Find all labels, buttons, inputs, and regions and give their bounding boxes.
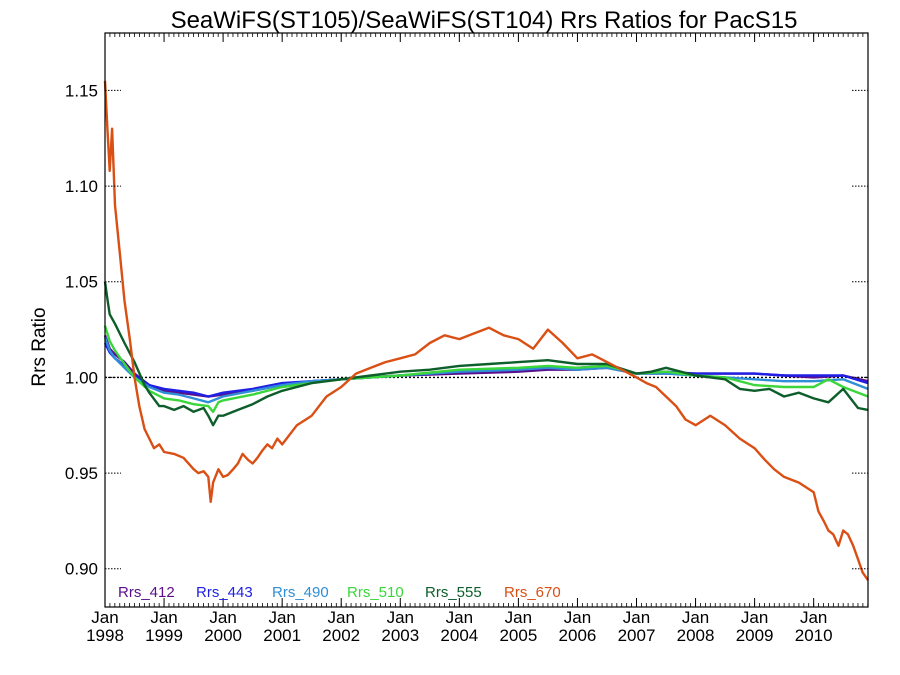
x-tick-label-month: Jan [209,608,236,627]
x-tick-label-year: 2005 [499,626,537,645]
x-tick-label-month: Jan [682,608,709,627]
x-tick-label-month: Jan [446,608,473,627]
x-tick-label-year: 2009 [736,626,774,645]
x-tick-label-month: Jan [505,608,532,627]
y-tick-label: 1.10 [65,177,98,196]
legend-entry-rrs-490: Rrs_490 [272,584,329,601]
x-tick-label-month: Jan [564,608,591,627]
chart-title: SeaWiFS(ST105)/SeaWiFS(ST104) Rrs Ratios… [171,7,798,34]
x-tick-label-month: Jan [150,608,177,627]
x-tick-label-year: 2004 [440,626,478,645]
legend: Rrs_412 Rrs_443 Rrs_490 Rrs_510 Rrs_555 Rrs_6… [118,584,561,601]
x-tick-label-year: 2008 [677,626,715,645]
series-line-rrs-412 [103,334,869,398]
x-tick-label-year: 2010 [795,626,833,645]
series-line-rrs-670 [103,80,869,581]
x-tick-label-month: Jan [328,608,355,627]
x-tick-label-year: 2002 [322,626,360,645]
x-tick-label-month: Jan [387,608,414,627]
y-tick-label: 1.00 [65,368,98,387]
x-tick-label-year: 2006 [559,626,597,645]
y-tick-label: 0.90 [65,560,98,579]
x-tick-label-month: Jan [800,608,827,627]
x-tick-label-month: Jan [91,608,118,627]
legend-entry-rrs-555: Rrs_555 [425,584,482,601]
x-tick-label-year: 2003 [381,626,419,645]
y-tick-label: 1.15 [65,81,98,100]
series-lines [103,80,869,581]
x-tick-label-year: 2000 [204,626,242,645]
legend-entry-rrs-670: Rrs_670 [504,584,561,601]
x-tick-label-year: 1999 [145,626,183,645]
legend-entry-rrs-510: Rrs_510 [347,584,404,601]
y-tick-label: 1.05 [65,273,98,292]
tick-marks-and-labels: 0.900.951.001.051.101.15Jan1998Jan1999Ja… [65,33,869,645]
legend-entry-rrs-412: Rrs_412 [118,584,175,601]
x-tick-label-month: Jan [268,608,295,627]
series-line-rrs-555 [103,281,869,427]
legend-entry-rrs-443: Rrs_443 [196,584,253,601]
x-tick-label-month: Jan [741,608,768,627]
plot-frame [104,32,869,608]
x-tick-label-month: Jan [623,608,650,627]
y-tick-label: 0.95 [65,464,98,483]
x-tick-label-year: 2001 [263,626,301,645]
x-tick-label-year: 2007 [618,626,656,645]
x-tick-label-year: 1998 [86,626,124,645]
y-axis-label: Rrs Ratio [29,307,50,386]
